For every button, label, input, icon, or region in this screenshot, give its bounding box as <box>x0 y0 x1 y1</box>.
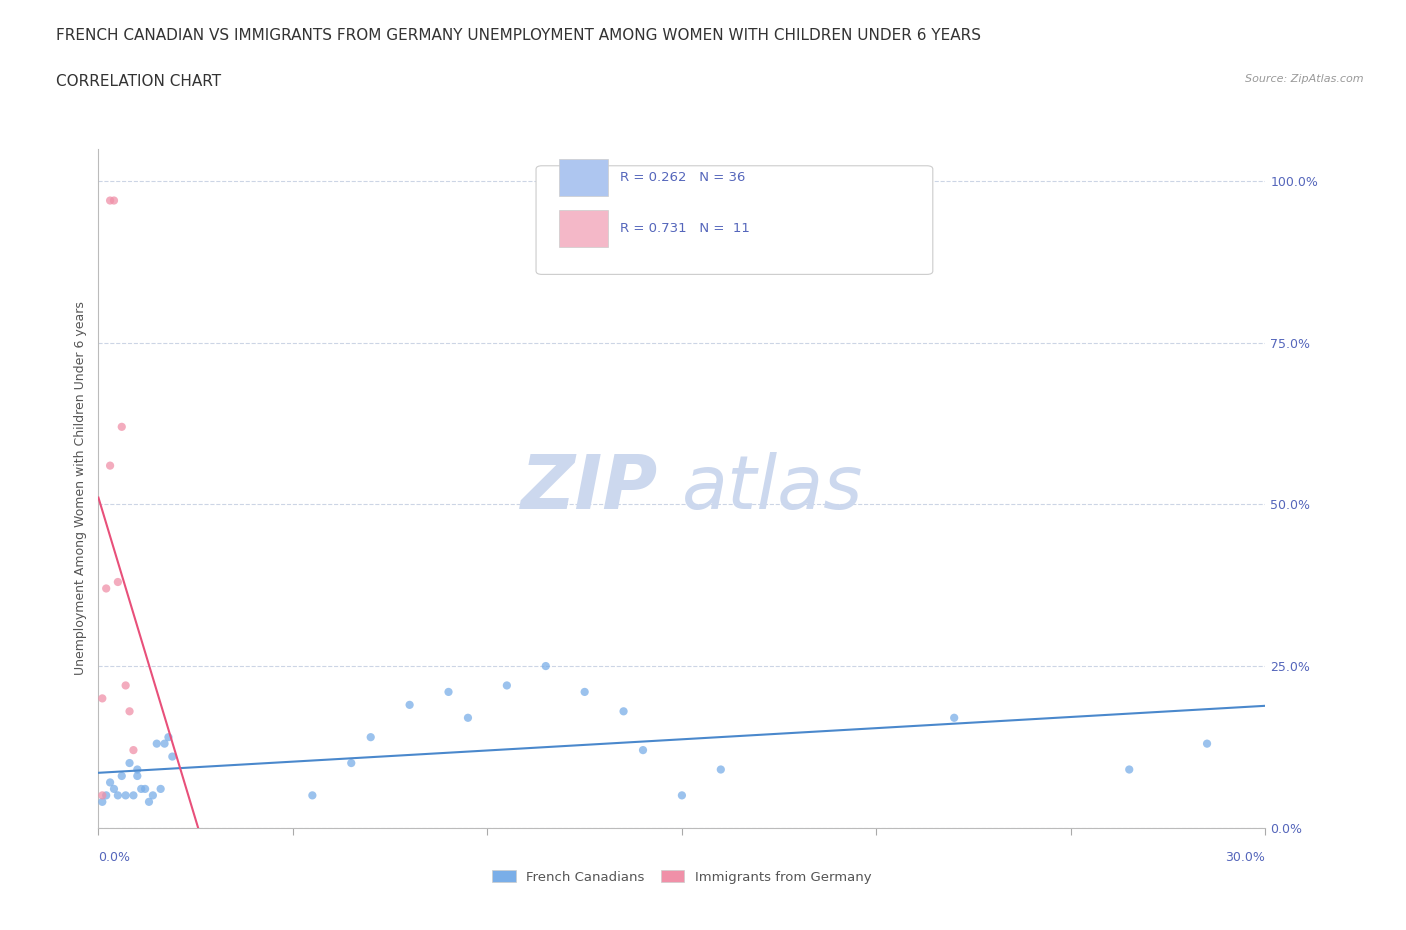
Point <box>360 730 382 745</box>
Point <box>103 193 125 208</box>
Point <box>127 768 149 783</box>
Point <box>111 419 134 434</box>
Point <box>943 711 966 725</box>
Point <box>142 788 165 803</box>
Point <box>91 788 114 803</box>
Point <box>340 755 363 770</box>
Point <box>129 781 152 796</box>
Point <box>91 691 114 706</box>
Text: CORRELATION CHART: CORRELATION CHART <box>56 74 221 89</box>
Point <box>149 781 172 796</box>
Text: R = 0.262   N = 36: R = 0.262 N = 36 <box>620 171 745 184</box>
Point <box>96 581 118 596</box>
Point <box>107 788 129 803</box>
Legend: French Canadians, Immigrants from Germany: French Canadians, Immigrants from German… <box>486 865 877 889</box>
Point <box>301 788 323 803</box>
Point <box>534 658 557 673</box>
Point <box>162 750 184 764</box>
Point <box>574 684 596 699</box>
Point <box>118 704 141 719</box>
Point <box>710 762 733 777</box>
Point <box>612 704 634 719</box>
Point <box>98 458 121 473</box>
Point <box>107 575 129 590</box>
Point <box>153 737 176 751</box>
Point <box>134 781 156 796</box>
Point <box>114 788 136 803</box>
Point <box>127 762 149 777</box>
Text: ZIP: ZIP <box>522 452 658 525</box>
Point <box>98 775 121 790</box>
Y-axis label: Unemployment Among Women with Children Under 6 years: Unemployment Among Women with Children U… <box>75 301 87 675</box>
Point <box>1195 737 1218 751</box>
Point <box>138 794 160 809</box>
Point <box>122 788 145 803</box>
Point <box>1118 762 1140 777</box>
Point <box>118 755 141 770</box>
Point <box>671 788 693 803</box>
Point <box>96 788 118 803</box>
Point <box>114 678 136 693</box>
Text: 0.0%: 0.0% <box>98 851 131 864</box>
Point <box>157 730 180 745</box>
Text: FRENCH CANADIAN VS IMMIGRANTS FROM GERMANY UNEMPLOYMENT AMONG WOMEN WITH CHILDRE: FRENCH CANADIAN VS IMMIGRANTS FROM GERMA… <box>56 28 981 43</box>
Point <box>631 743 654 758</box>
Point <box>122 743 145 758</box>
Point <box>146 737 169 751</box>
Point <box>98 193 121 208</box>
FancyBboxPatch shape <box>536 166 932 274</box>
FancyBboxPatch shape <box>560 159 609 196</box>
Point <box>437 684 460 699</box>
Point <box>398 698 420 712</box>
Point <box>457 711 479 725</box>
Point <box>495 678 517 693</box>
Text: Source: ZipAtlas.com: Source: ZipAtlas.com <box>1246 74 1364 85</box>
Point <box>111 768 134 783</box>
Text: 30.0%: 30.0% <box>1226 851 1265 864</box>
Point <box>91 794 114 809</box>
FancyBboxPatch shape <box>560 210 609 247</box>
Point <box>103 781 125 796</box>
Text: R = 0.731   N =  11: R = 0.731 N = 11 <box>620 222 749 235</box>
Text: atlas: atlas <box>682 452 863 525</box>
